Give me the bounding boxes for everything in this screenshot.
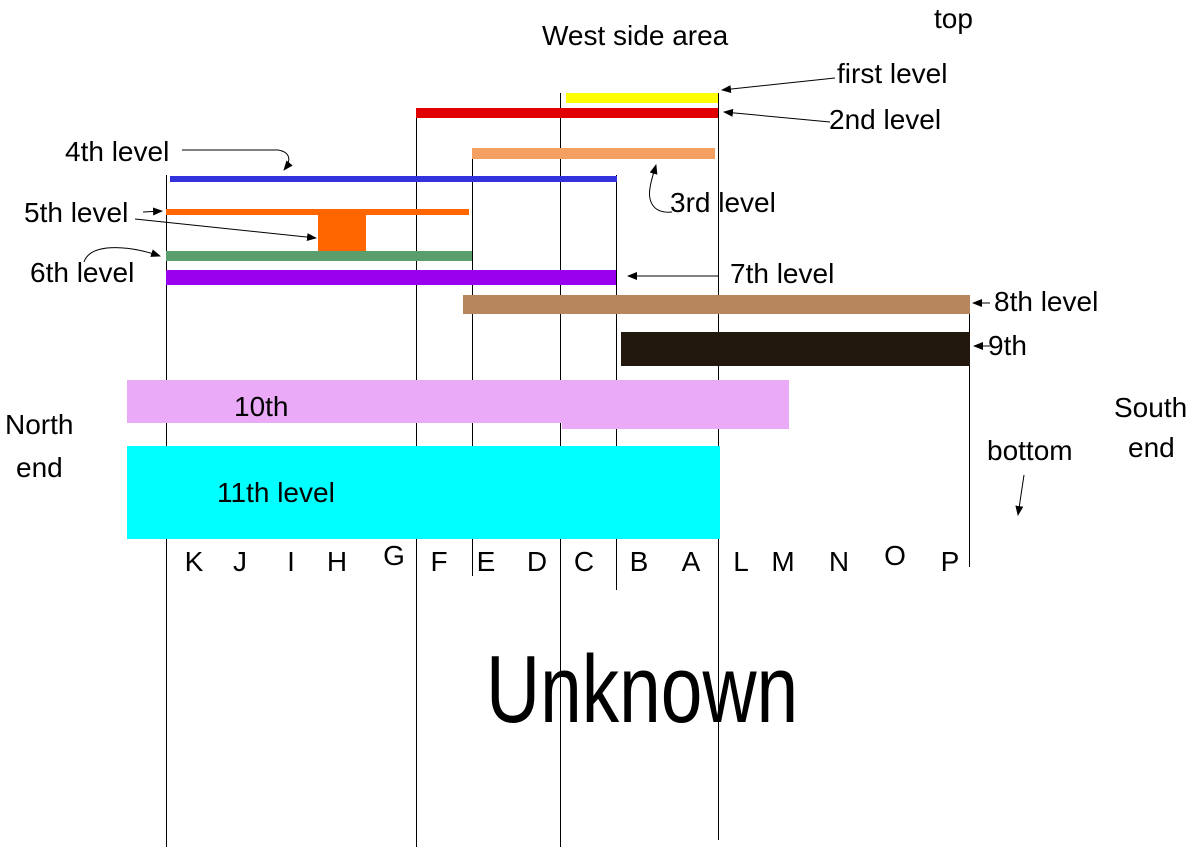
eleventh-level-bar (127, 446, 720, 539)
tenth-level-bar-b (562, 380, 789, 429)
first-level-bar (566, 93, 718, 103)
column-label: E (476, 546, 496, 577)
second-level-label: 2nd level (829, 104, 942, 135)
eleventh-level-label: 11th level (217, 477, 335, 508)
south-label-line2: end (1128, 432, 1175, 463)
unknown-label: Unknown (486, 636, 799, 743)
fifth-level-bar (166, 209, 469, 215)
ninth-level-bar (621, 332, 970, 366)
tenth-level-bar-a (127, 380, 562, 423)
arrow-fifth-level-left (142, 207, 163, 216)
column-label: G (383, 540, 405, 571)
arrow-first-level (721, 77, 836, 94)
arrow-second-level (723, 108, 831, 123)
guide-line-south (969, 295, 970, 567)
seventh-level-bar (166, 270, 616, 285)
column-label: L (733, 546, 749, 577)
arrow-fourth-level (182, 149, 293, 171)
sixth-level-label: 6th level (30, 257, 135, 288)
eighth-level-bar (463, 295, 970, 314)
second-level-bar (416, 108, 718, 118)
tenth-label: 10th (234, 391, 289, 422)
column-label: O (884, 540, 906, 571)
north-label-line1: North (5, 409, 74, 440)
first-level-label: first level (837, 58, 948, 89)
sixth-level-bar (166, 251, 472, 261)
column-label: P (940, 546, 960, 577)
arrow-sixth-level (83, 247, 161, 263)
column-label: C (573, 546, 595, 577)
fifth-level-block (318, 212, 366, 252)
fourth-level-label: 4th level (65, 136, 170, 167)
arrow-fifth-level-block (134, 218, 317, 242)
seventh-level-label: 7th level (730, 258, 835, 289)
third-level-label: 3rd level (670, 187, 776, 218)
column-label: D (526, 546, 548, 577)
column-label: N (828, 546, 850, 577)
arrow-bottom (1015, 474, 1025, 516)
bottom-label: bottom (987, 435, 1073, 466)
column-label: M (771, 546, 795, 577)
column-label: J (233, 546, 247, 577)
eighth-level-label: 8th level (994, 286, 1099, 317)
ninth-label: 9th (988, 330, 1027, 361)
fifth-level-label: 5th level (24, 197, 129, 228)
third-level-bar (472, 148, 715, 159)
column-label: I (287, 546, 295, 577)
diagram-title: West side area (542, 20, 729, 51)
fourth-level-bar (170, 176, 617, 182)
arrow-third-level (649, 164, 673, 213)
column-label: K (184, 546, 204, 577)
column-label: F (430, 546, 448, 577)
column-label: H (326, 546, 348, 577)
north-label-line2: end (16, 452, 63, 483)
column-label: A (681, 546, 701, 577)
top-label: top (934, 3, 973, 34)
column-label: B (629, 546, 649, 577)
guide-line-e (472, 148, 473, 576)
south-label-line1: South (1114, 392, 1188, 423)
